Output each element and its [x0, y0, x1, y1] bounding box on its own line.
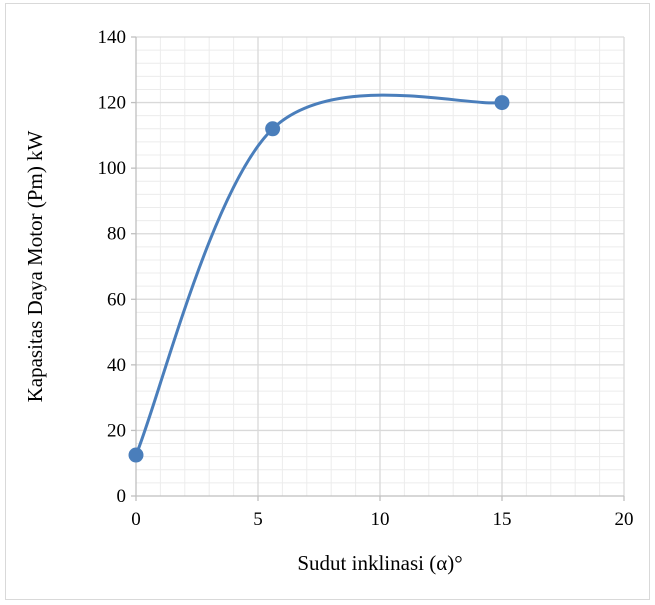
y-tick-labels: 0 20 40 60 80 100 120 140 — [98, 27, 127, 507]
series-layer — [128, 93, 510, 463]
axes — [131, 36, 625, 501]
x-tick-label: 5 — [253, 509, 263, 530]
data-point-marker — [265, 121, 281, 137]
x-tick-label: 0 — [131, 509, 141, 530]
major-grid — [136, 36, 625, 496]
x-tick-label: 20 — [615, 509, 634, 530]
series-line — [134, 93, 504, 457]
data-point-marker — [494, 95, 510, 111]
x-tick-label: 10 — [371, 509, 390, 530]
y-tick-label: 120 — [98, 93, 127, 114]
y-tick-label: 0 — [117, 486, 127, 507]
y-tick-label: 40 — [107, 355, 126, 376]
y-axis-title: Kapasitas Daya Motor (Pm) kW — [23, 130, 47, 402]
x-axis-title: Sudut inklinasi (α)° — [297, 551, 462, 575]
y-tick-label: 140 — [98, 27, 127, 48]
y-tick-label: 80 — [107, 224, 126, 245]
x-tick-labels: 0 5 10 15 20 — [131, 509, 633, 530]
y-tick-label: 20 — [107, 420, 126, 441]
x-tick-label: 15 — [493, 509, 512, 530]
y-tick-label: 60 — [107, 289, 126, 310]
data-point-marker — [128, 447, 144, 463]
y-tick-label: 100 — [98, 158, 127, 179]
